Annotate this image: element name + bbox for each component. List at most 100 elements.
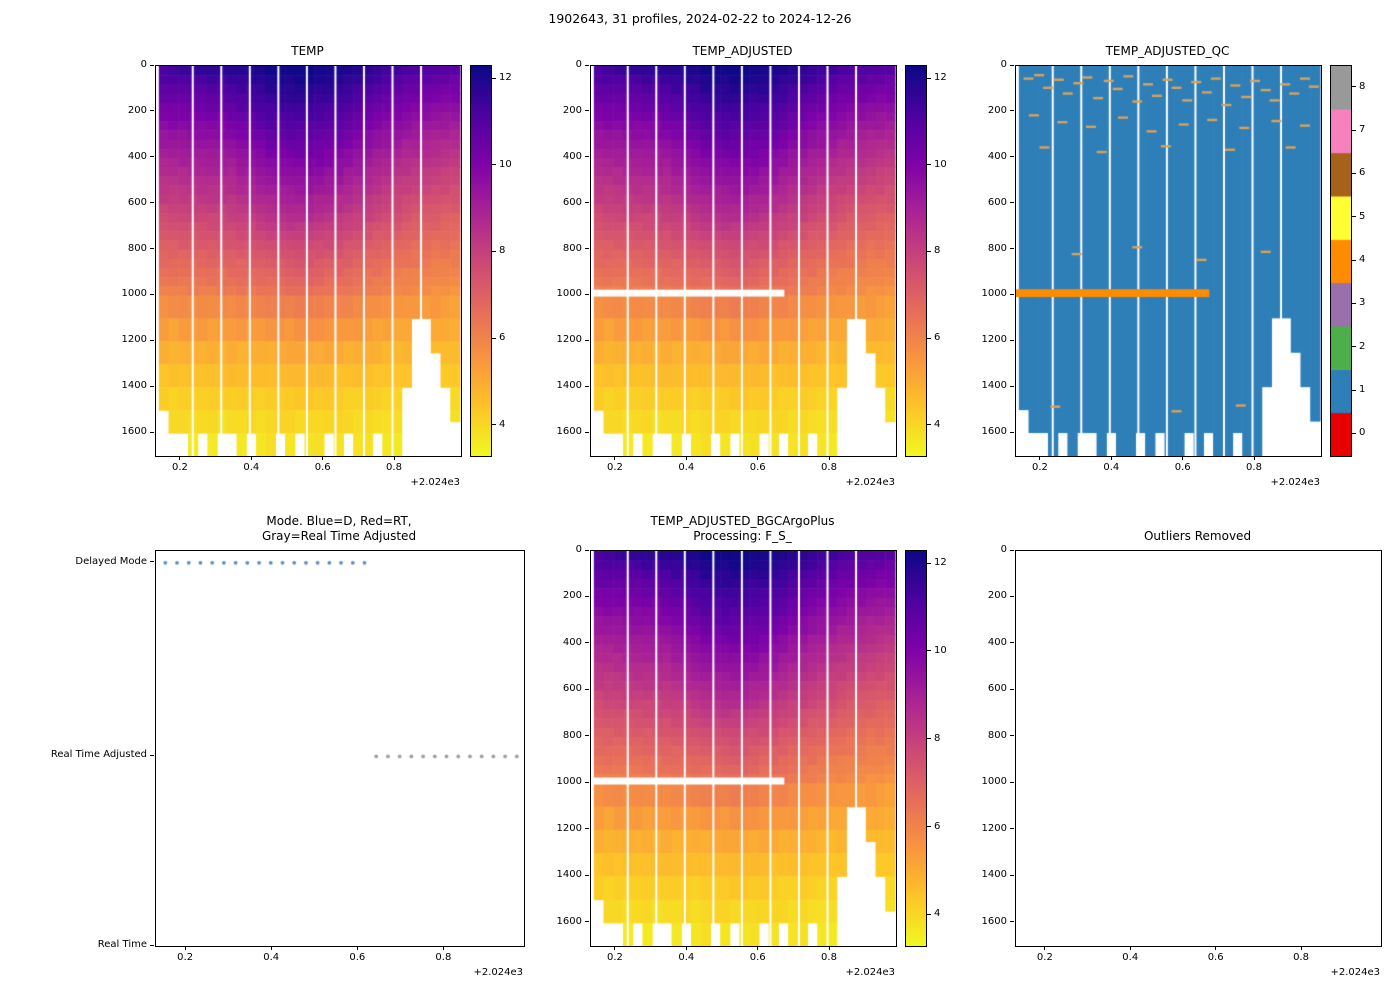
y-tick-label: 1400 (981, 869, 1007, 881)
y-tick-label: 0 (575, 59, 582, 70)
subplot-temp-adjusted: TEMP_ADJUSTED (590, 44, 897, 457)
y-tick-mark (150, 156, 154, 158)
x-tick-label: 0.4 (678, 952, 695, 963)
y-tick-mark (1010, 110, 1014, 112)
x-tick-label: 0.6 (314, 462, 331, 473)
colorbar-tick-label: 6 (1359, 167, 1366, 179)
x-tick-mark (828, 946, 830, 950)
x-tick-mark (685, 456, 687, 460)
colorbar-tick-mark (1352, 86, 1356, 88)
x-tick-label: 0.4 (263, 952, 280, 963)
y-tick-label: 400 (987, 636, 1007, 648)
y-tick-mark (150, 561, 154, 563)
colorbar-tick-mark (1352, 216, 1356, 218)
y-tick-mark (1010, 735, 1014, 737)
y-tick-mark (585, 431, 589, 433)
colorbar-tick-mark (492, 337, 496, 339)
y-tick-mark (150, 64, 154, 66)
y-tick-label: 1600 (556, 915, 582, 927)
x-tick-mark (757, 456, 759, 460)
y-tick-mark (150, 293, 154, 295)
x-tick-mark (1215, 946, 1217, 950)
y-tick-mark (585, 110, 589, 112)
x-tick-mark (1129, 946, 1131, 950)
temp-adjusted-plot-area (590, 65, 897, 457)
colorbar-tick-label: 12 (934, 557, 947, 569)
colorbar-tick-mark (927, 424, 931, 426)
x-tick-label: 0.2 (607, 462, 623, 473)
x-tick-mark (614, 946, 616, 950)
subplot-mode-title-line2: Gray=Real Time Adjusted (261, 529, 417, 544)
bgc-heatmap-canvas (591, 551, 896, 946)
y-tick-mark (1010, 921, 1014, 923)
colorbar-tick-label: 5 (1359, 210, 1366, 222)
colorbar-tick-label: 6 (499, 332, 506, 343)
subplot-bgc: TEMP_ADJUSTED_BGCArgoPlus Processing: F_… (590, 514, 897, 947)
colorbar-tick-label: 6 (934, 332, 941, 343)
y-tick-mark (585, 248, 589, 250)
y-tick-mark (585, 385, 589, 387)
x-tick-mark (1182, 456, 1184, 460)
subplot-temp-adjusted-title: TEMP_ADJUSTED (692, 44, 793, 59)
y-tick-mark (1010, 874, 1014, 876)
qc-plot-area (1015, 65, 1322, 457)
subplot-outliers-title-wrap: Outliers Removed (1144, 529, 1251, 545)
subplot-qc-title: TEMP_ADJUSTED_QC (1105, 44, 1230, 59)
y-tick-label: 200 (127, 104, 147, 116)
x-tick-label: 0.2 (1032, 462, 1048, 473)
x-tick-mark (1044, 946, 1046, 950)
colorbar-tick-label: 12 (499, 72, 512, 83)
y-tick-label: 1600 (981, 915, 1007, 927)
y-tick-label: 200 (562, 104, 582, 116)
x-tick-mark (614, 456, 616, 460)
y-tick-label: 0 (140, 59, 147, 70)
y-tick-mark (585, 595, 589, 597)
y-tick-mark (1010, 595, 1014, 597)
temp-plot-area (155, 65, 462, 457)
subplot-temp: TEMP (155, 44, 462, 457)
outliers-plot-area (1015, 550, 1382, 947)
qc-colorbar (1330, 65, 1352, 457)
y-tick-label: 1200 (121, 334, 147, 346)
x-tick-label: 0.2 (607, 952, 623, 963)
y-tick-label: 800 (987, 242, 1007, 254)
mode-category-label: Delayed Mode (75, 555, 147, 567)
subplot-temp-title-wrap: TEMP (291, 44, 324, 60)
colorbar-tick-label: 10 (499, 158, 512, 170)
x-tick-mark (322, 456, 324, 460)
y-tick-mark (150, 110, 154, 112)
x-offset-label: +2.024e3 (1330, 967, 1380, 978)
y-tick-label: 400 (562, 150, 582, 162)
y-tick-mark (1010, 688, 1014, 690)
colorbar-tick-mark (927, 650, 931, 652)
y-tick-label: 1400 (556, 869, 582, 881)
y-tick-mark (150, 385, 154, 387)
colorbar-tick-mark (927, 77, 931, 79)
x-tick-mark (184, 946, 186, 950)
y-tick-label: 1200 (556, 334, 582, 346)
x-tick-label: 0.2 (1036, 952, 1053, 963)
subplot-bgc-title-line2: Processing: F_S_ (693, 529, 792, 544)
y-tick-label: 800 (127, 242, 147, 254)
x-tick-label: 0.6 (749, 462, 766, 473)
temp-adjusted-colorbar (905, 65, 927, 457)
y-tick-label: 200 (987, 590, 1007, 602)
temp-heatmap-canvas (156, 66, 461, 456)
x-offset-label: +2.024e3 (845, 477, 895, 488)
y-tick-mark (1010, 202, 1014, 204)
y-tick-label: 800 (987, 729, 1007, 741)
subplot-temp-title: TEMP (291, 44, 324, 59)
y-tick-label: 600 (987, 683, 1007, 695)
colorbar-tick-label: 8 (934, 732, 941, 744)
y-tick-label: 200 (562, 590, 582, 602)
x-tick-label: 0.8 (435, 952, 452, 963)
colorbar-tick-label: 3 (1359, 297, 1366, 309)
x-tick-mark (685, 946, 687, 950)
colorbar-tick-label: 10 (934, 644, 947, 656)
bgc-plot-area (590, 550, 897, 947)
y-tick-label: 1000 (981, 288, 1007, 300)
y-tick-label: 1400 (121, 380, 147, 392)
x-tick-label: 0.4 (243, 462, 260, 473)
y-tick-label: 1000 (556, 776, 582, 788)
y-tick-mark (1010, 781, 1014, 783)
